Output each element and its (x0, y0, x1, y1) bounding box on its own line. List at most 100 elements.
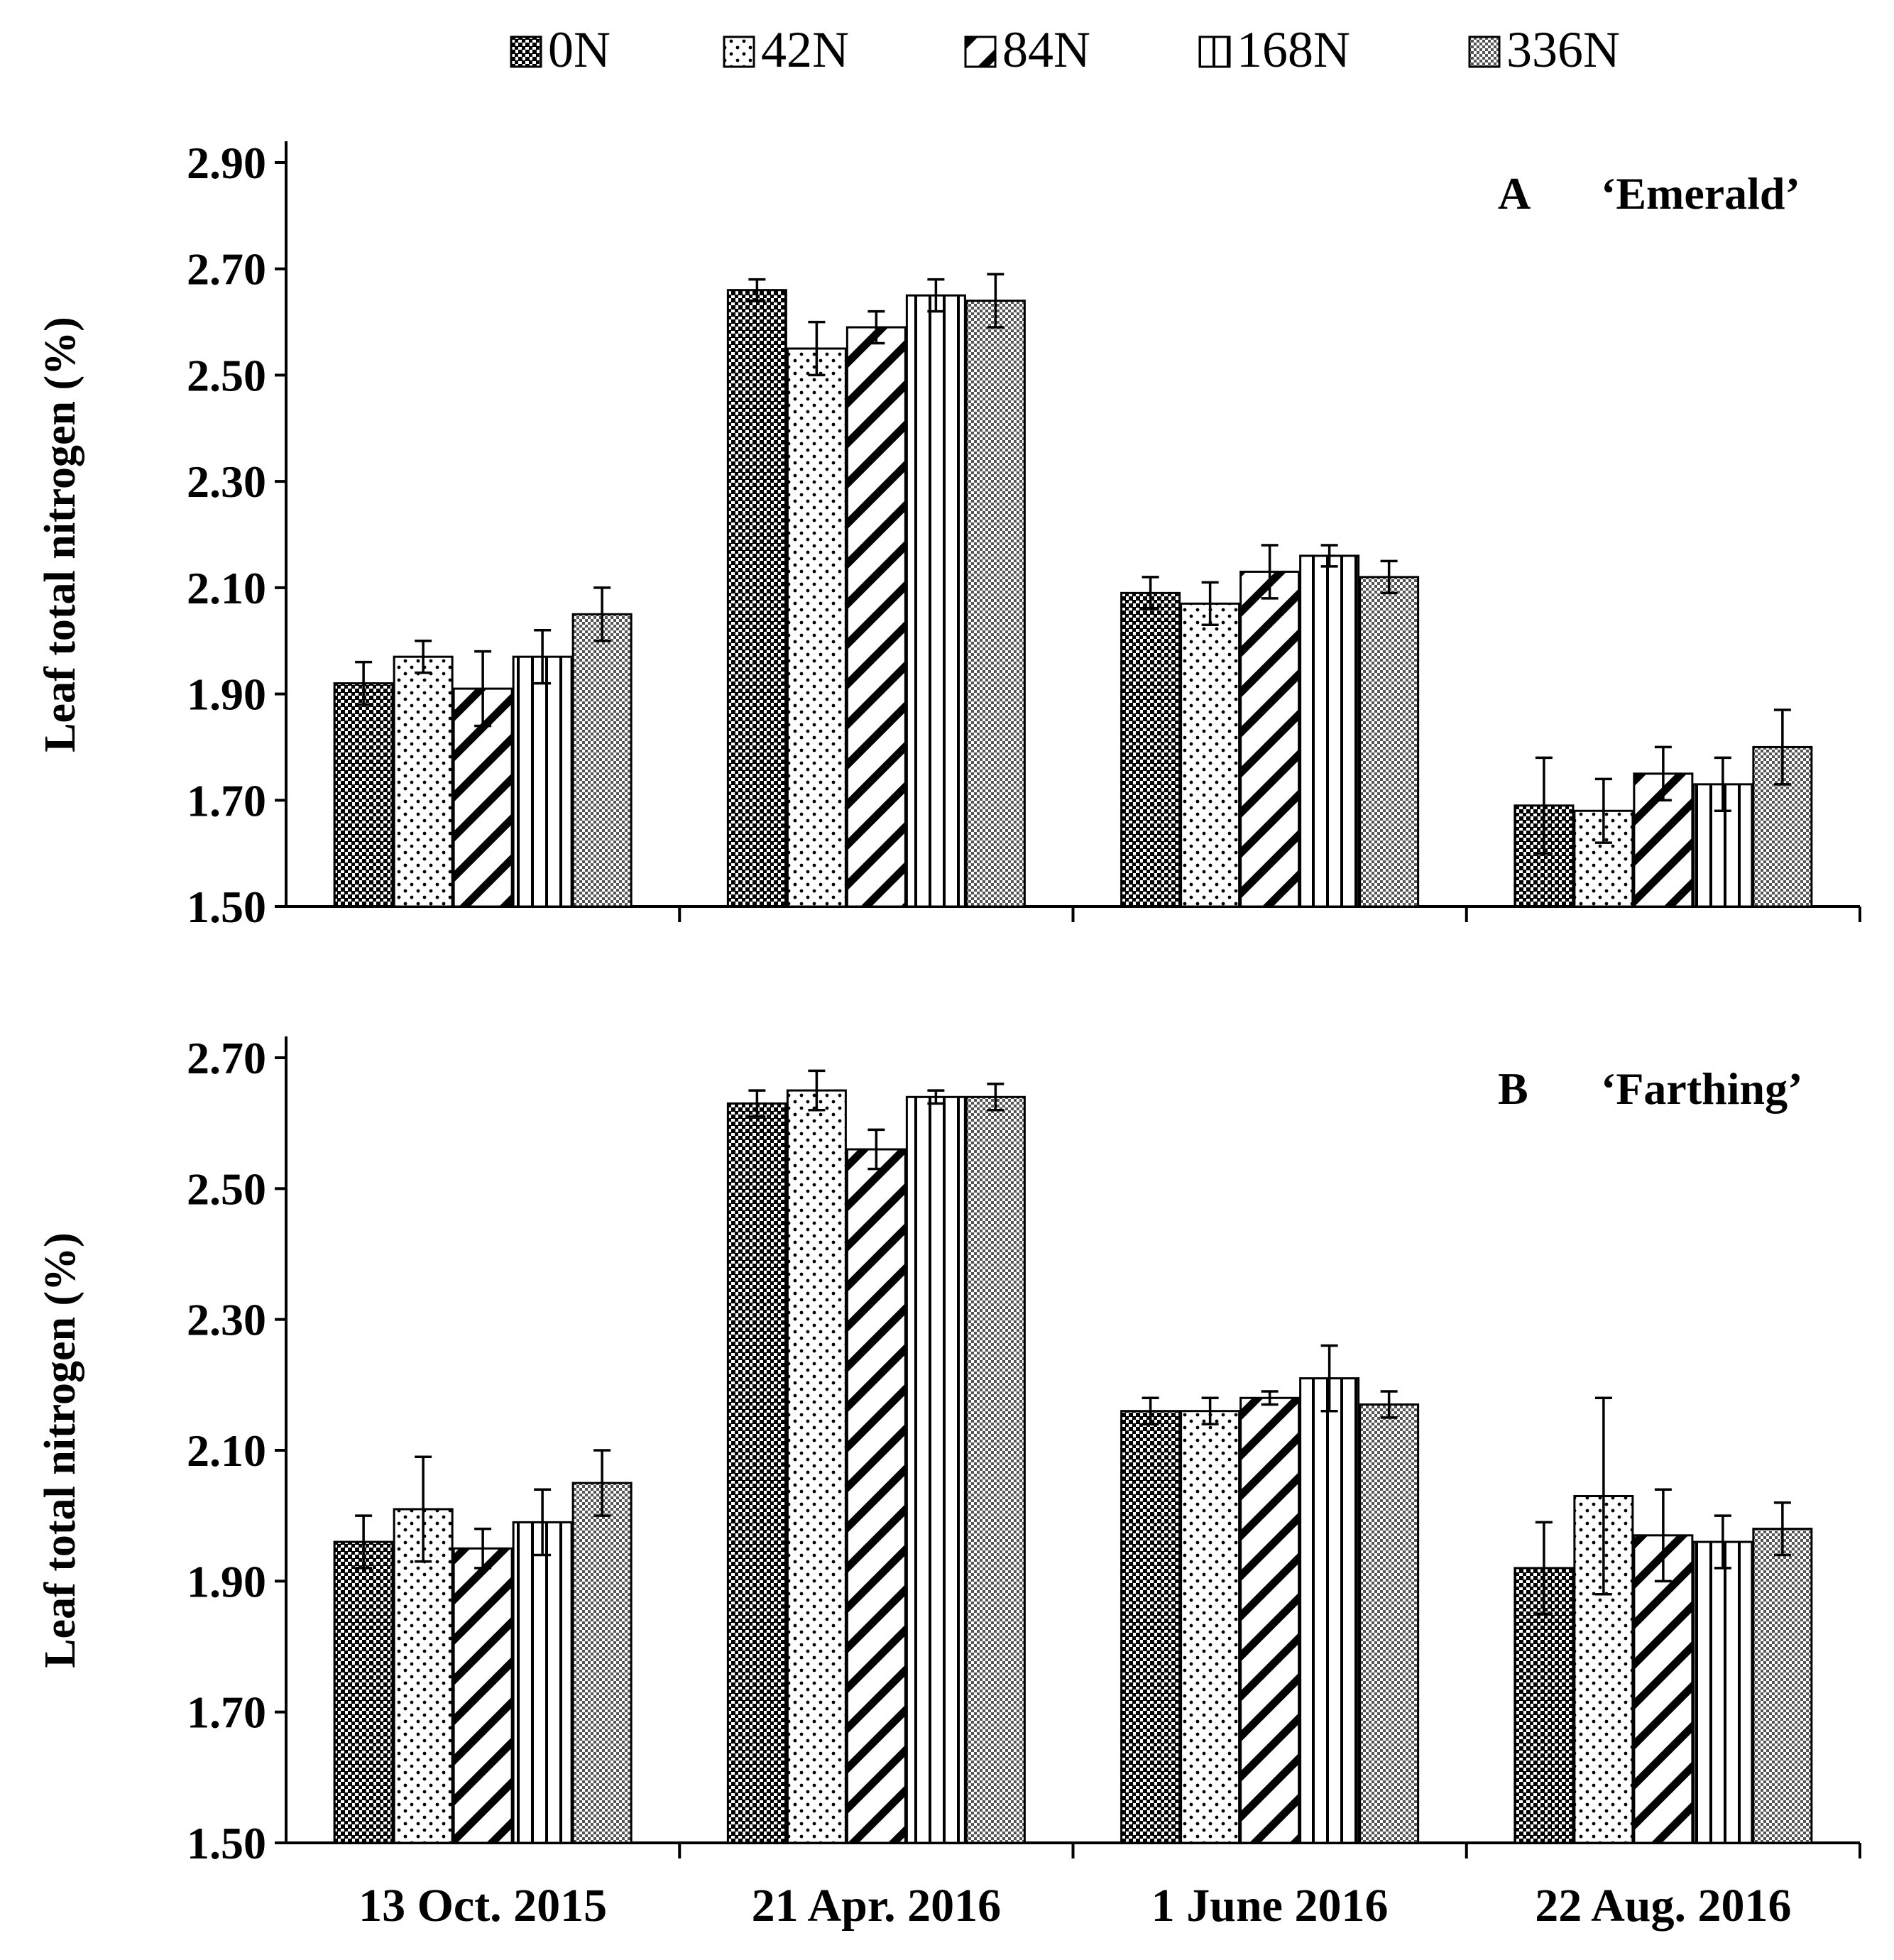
error-bar (1773, 708, 1791, 786)
error-bar (1594, 1396, 1612, 1596)
chart-panel-b: 1.50 1.70 1.90 2.10 2.30 2.50 2.70 Leaf total n… (36, 1033, 1861, 1932)
legend-item-42n: 42N (723, 21, 849, 78)
error-bar (1201, 581, 1219, 627)
error-bar (987, 1083, 1005, 1112)
y-tick-label: 1.70 (187, 1687, 266, 1738)
error-bar (1594, 777, 1612, 844)
bar-84n-21-apr-2016 (845, 1148, 907, 1844)
bar-42n-1-june-2016 (1180, 602, 1241, 908)
legend-swatch (1468, 35, 1501, 68)
cultivar-label: ‘Farthing’ (1601, 1063, 1802, 1114)
y-tick-label: 1.70 (187, 775, 266, 826)
error-bar (1320, 544, 1338, 568)
bar-336n-22-aug-2016 (1752, 745, 1813, 908)
y-tick-label: 2.10 (187, 1425, 266, 1476)
error-bar (355, 1514, 373, 1570)
bar-84n-1-june-2016 (1239, 1396, 1301, 1844)
error-bar (1654, 1488, 1672, 1583)
error-bar (593, 586, 611, 642)
error-bar (808, 1069, 826, 1112)
bar-84n-1-june-2016 (1239, 570, 1301, 908)
bar-168n-22-aug-2016 (1692, 1540, 1753, 1844)
category-label-21-apr-2016: 21 Apr. 2016 (752, 1880, 1001, 1932)
error-bar (1142, 1396, 1159, 1425)
legend-label: 42N (761, 21, 849, 78)
bar-336n-13-oct-2015 (571, 613, 633, 908)
legend-label: 168N (1237, 21, 1350, 78)
bar-168n-1-june-2016 (1299, 554, 1360, 908)
bar-336n-1-june-2016 (1359, 576, 1420, 908)
panel-label: B (1498, 1063, 1528, 1114)
legend-swatch (1198, 35, 1231, 68)
y-tick-label: 2.50 (187, 350, 266, 400)
bar-0n-13-oct-2015 (333, 1540, 394, 1844)
error-bar (748, 278, 766, 302)
y-tick-label: 2.70 (187, 244, 266, 295)
legend: 0N 42N 84N 168N 336N (510, 21, 1620, 78)
error-bar (1773, 1501, 1791, 1557)
y-axis-label: Leaf total nitrogen (%) (36, 1232, 84, 1668)
y-tick-label: 1.50 (187, 1818, 266, 1868)
category-label-13-oct-2015: 13 Oct. 2015 (358, 1880, 607, 1932)
error-bar (1320, 1344, 1338, 1413)
legend-item-336n: 336N (1468, 21, 1620, 78)
y-tick-label: 1.90 (187, 669, 266, 720)
error-bar (927, 1089, 945, 1105)
y-tick-label: 2.10 (187, 563, 266, 613)
legend-swatch (723, 35, 755, 68)
bar-0n-21-apr-2016 (726, 289, 787, 908)
bar-336n-21-apr-2016 (965, 300, 1026, 908)
legend-swatch (510, 35, 542, 68)
y-tick-label: 2.50 (187, 1164, 266, 1214)
legend-item-0n: 0N (510, 21, 611, 78)
error-bar (1261, 1390, 1279, 1406)
error-bar (534, 1488, 552, 1557)
bar-0n-13-oct-2015 (333, 682, 394, 908)
bar-42n-21-apr-2016 (786, 1089, 847, 1844)
error-bar (534, 628, 552, 685)
bar-168n-21-apr-2016 (905, 1095, 966, 1844)
error-bar (867, 1128, 885, 1171)
error-bar (1380, 1390, 1398, 1419)
bar-84n-13-oct-2015 (452, 1547, 513, 1844)
legend-label: 336N (1506, 21, 1620, 78)
y-tick-label: 1.50 (187, 882, 266, 932)
error-bar (1142, 576, 1159, 611)
bar-0n-1-june-2016 (1120, 591, 1181, 908)
bar-0n-22-aug-2016 (1513, 1567, 1575, 1844)
category-label-22-aug-2016: 22 Aug. 2016 (1535, 1880, 1791, 1932)
bar-168n-13-oct-2015 (512, 1521, 573, 1844)
y-tick-label: 1.90 (187, 1556, 266, 1606)
panel-label: A (1498, 168, 1531, 219)
bar-42n-1-june-2016 (1180, 1410, 1241, 1844)
category-label-1-june-2016: 1 June 2016 (1151, 1880, 1389, 1932)
legend-label: 84N (1002, 21, 1090, 78)
bar-0n-1-june-2016 (1120, 1410, 1181, 1844)
legend-swatch (964, 35, 997, 68)
y-tick-label: 2.30 (187, 456, 266, 507)
error-bar (1714, 756, 1731, 813)
y-tick-label: 2.90 (187, 138, 266, 188)
y-tick-label: 2.30 (187, 1295, 266, 1345)
bar-336n-1-june-2016 (1359, 1403, 1420, 1844)
error-bar (474, 650, 492, 728)
error-bar (748, 1089, 766, 1118)
legend-item-84n: 84N (964, 21, 1090, 78)
bar-168n-13-oct-2015 (512, 655, 573, 908)
error-bar (1261, 544, 1279, 600)
error-bar (1380, 559, 1398, 595)
bar-168n-1-june-2016 (1299, 1377, 1360, 1844)
error-bar (1201, 1396, 1219, 1425)
bar-84n-21-apr-2016 (845, 326, 907, 908)
bar-42n-13-oct-2015 (393, 1508, 454, 1844)
legend-label: 0N (548, 21, 611, 78)
error-bar (474, 1527, 492, 1570)
error-bar (867, 310, 885, 345)
error-bar (355, 660, 373, 706)
bar-336n-22-aug-2016 (1752, 1528, 1813, 1844)
legend-item-168n: 168N (1198, 21, 1350, 78)
y-tick-label: 2.70 (187, 1033, 266, 1083)
error-bar (808, 320, 826, 377)
error-bar (1714, 1514, 1731, 1570)
